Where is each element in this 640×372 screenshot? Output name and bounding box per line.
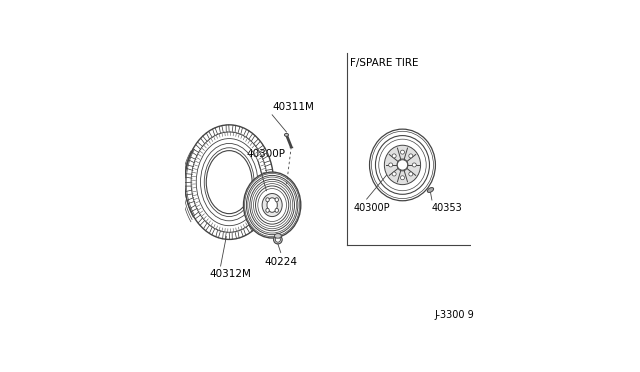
Ellipse shape: [409, 172, 413, 176]
Ellipse shape: [275, 208, 278, 212]
Ellipse shape: [401, 150, 404, 154]
Ellipse shape: [275, 237, 280, 242]
Ellipse shape: [206, 151, 252, 214]
Ellipse shape: [266, 208, 269, 212]
Ellipse shape: [284, 134, 289, 136]
Ellipse shape: [267, 198, 277, 212]
Text: 40300P: 40300P: [354, 202, 390, 212]
Ellipse shape: [262, 193, 282, 217]
Ellipse shape: [428, 187, 434, 192]
Ellipse shape: [275, 198, 278, 202]
Ellipse shape: [397, 160, 408, 170]
Ellipse shape: [401, 176, 404, 180]
Ellipse shape: [275, 234, 282, 238]
Ellipse shape: [243, 172, 301, 238]
Ellipse shape: [392, 172, 396, 176]
Text: 40300P: 40300P: [246, 149, 285, 159]
Ellipse shape: [397, 159, 408, 171]
Ellipse shape: [388, 163, 393, 167]
Text: 40353: 40353: [432, 203, 463, 213]
Text: 40312M: 40312M: [209, 269, 251, 279]
Ellipse shape: [273, 235, 282, 244]
Ellipse shape: [369, 129, 435, 201]
Ellipse shape: [392, 154, 396, 158]
Ellipse shape: [412, 163, 416, 167]
Text: 40224: 40224: [264, 257, 297, 267]
Text: 40311M: 40311M: [272, 102, 314, 112]
Text: F/SPARE TIRE: F/SPARE TIRE: [350, 58, 419, 68]
Ellipse shape: [266, 198, 269, 202]
Ellipse shape: [385, 145, 420, 185]
Ellipse shape: [185, 125, 273, 240]
Text: J-3300 9: J-3300 9: [434, 310, 474, 320]
Ellipse shape: [409, 154, 413, 158]
